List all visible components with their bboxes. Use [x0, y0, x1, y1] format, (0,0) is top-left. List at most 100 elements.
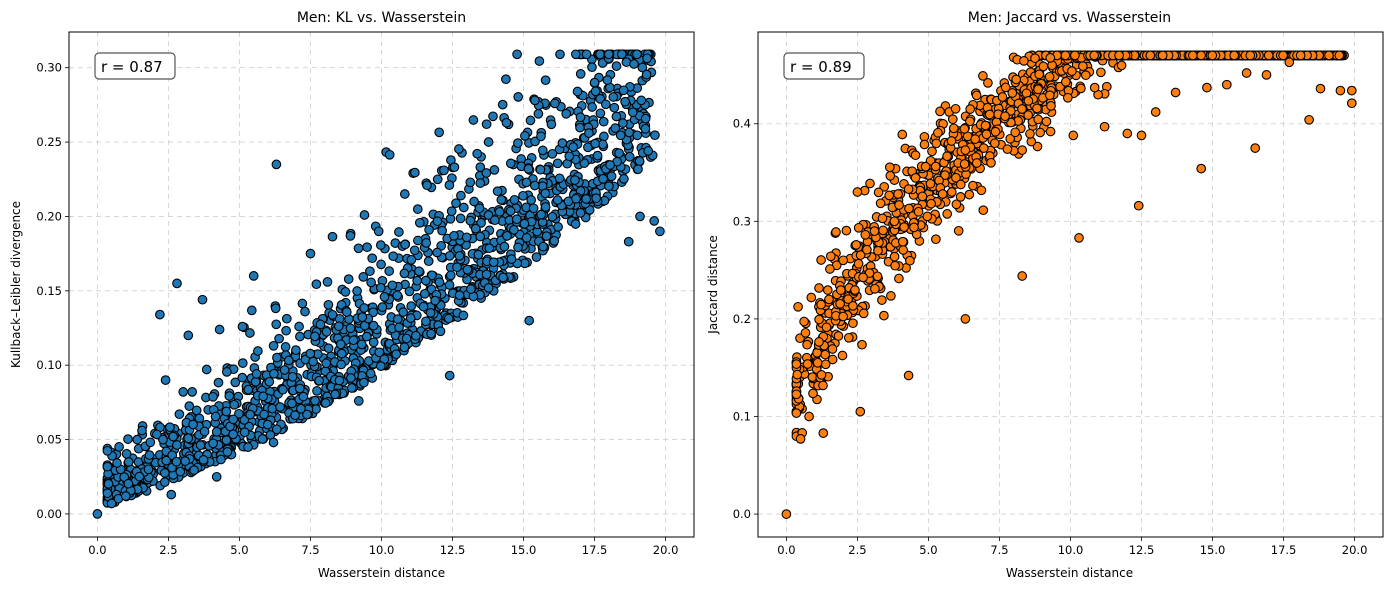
data-point [827, 354, 838, 365]
data-point [432, 247, 442, 258]
data-point [421, 238, 432, 248]
data-point [294, 383, 305, 394]
data-point [616, 49, 627, 60]
data-point [989, 138, 1000, 149]
data-point [258, 391, 269, 402]
data-point [112, 458, 122, 468]
data-point [357, 312, 368, 322]
data-point [272, 352, 282, 363]
data-point [183, 330, 194, 341]
data-point [283, 355, 294, 366]
data-point [414, 266, 424, 277]
data-point [489, 165, 500, 175]
data-point [917, 191, 928, 202]
y-tick-label: 0.20 [36, 209, 62, 223]
data-point [434, 277, 445, 288]
data-point [434, 127, 445, 138]
data-point [120, 491, 131, 501]
chart-title: Men: KL vs. Wasserstein [297, 10, 466, 26]
data-point [197, 294, 208, 305]
data-point [268, 340, 279, 351]
data-point [280, 342, 291, 352]
data-point [348, 335, 359, 346]
data-point [513, 92, 524, 102]
data-point [262, 419, 273, 430]
data-point [889, 216, 900, 227]
data-point [604, 181, 614, 192]
data-point [343, 274, 354, 284]
data-point [1133, 200, 1144, 211]
data-point [410, 167, 420, 178]
data-point [547, 211, 558, 222]
data-point [910, 150, 921, 161]
data-point [530, 95, 540, 106]
data-point [465, 177, 476, 188]
data-point [279, 365, 290, 375]
data-point [246, 305, 257, 316]
data-point [353, 396, 364, 406]
x-tick-label: 0.0 [777, 543, 795, 557]
data-point [143, 464, 154, 475]
data-point [496, 195, 507, 205]
data-point [291, 345, 301, 355]
data-point [481, 168, 492, 178]
data-point [540, 188, 551, 199]
data-point [1067, 66, 1077, 76]
data-point [274, 333, 284, 344]
data-point [814, 337, 824, 347]
data-point [345, 323, 356, 334]
data-point [305, 248, 316, 259]
data-point [114, 442, 124, 452]
data-point [321, 358, 332, 369]
data-point [237, 321, 248, 332]
data-point [455, 213, 466, 224]
data-point [1041, 116, 1052, 127]
data-point [978, 143, 989, 153]
data-point [469, 196, 479, 207]
data-point [615, 130, 626, 141]
data-point [1207, 50, 1218, 61]
data-point [903, 184, 914, 194]
data-point [377, 302, 388, 312]
data-point [432, 216, 443, 227]
data-point [267, 403, 278, 414]
data-point [971, 90, 982, 101]
data-point [473, 249, 484, 260]
data-point [827, 344, 838, 354]
scatter-points [781, 50, 1357, 519]
data-point [947, 114, 958, 125]
data-point [253, 346, 263, 356]
data-point [251, 369, 262, 379]
data-point [271, 159, 282, 170]
data-point [281, 313, 292, 324]
data-point [1346, 98, 1357, 109]
data-point [290, 410, 300, 421]
data-point [959, 159, 970, 169]
data-point [816, 255, 826, 265]
data-point [483, 283, 494, 293]
data-point [400, 239, 410, 250]
data-point [850, 285, 860, 295]
x-tick-label: 15.0 [511, 543, 537, 557]
data-point [1032, 103, 1042, 114]
data-point [919, 139, 930, 150]
data-point [1017, 145, 1028, 155]
data-point [509, 225, 519, 235]
data-point [1002, 144, 1013, 154]
data-point [897, 236, 908, 247]
data-point [852, 187, 863, 197]
data-point [359, 377, 369, 388]
x-tick-label: 12.5 [440, 543, 466, 557]
data-point [640, 113, 651, 124]
data-point [404, 286, 415, 297]
data-point [213, 377, 224, 388]
data-point [802, 359, 813, 369]
data-point [799, 316, 809, 327]
correlation-text: r = 0.89 [790, 58, 852, 76]
data-point [524, 315, 535, 326]
data-point [1033, 84, 1043, 95]
data-point [835, 285, 846, 295]
data-point [1010, 127, 1021, 138]
data-point [611, 111, 622, 122]
data-point [501, 74, 511, 85]
